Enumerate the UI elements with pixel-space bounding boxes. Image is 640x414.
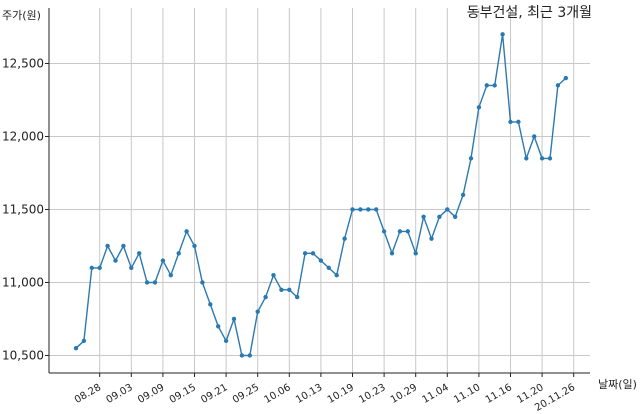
data-point bbox=[310, 251, 316, 256]
data-point bbox=[223, 338, 229, 344]
data-point bbox=[255, 309, 260, 314]
x-tick-label: 10.19 bbox=[326, 382, 356, 406]
data-point bbox=[381, 229, 387, 234]
data-point bbox=[247, 353, 252, 358]
data-point bbox=[468, 156, 474, 161]
data-point bbox=[160, 258, 166, 263]
x-tick-label: 09.15 bbox=[168, 382, 198, 406]
data-point bbox=[89, 265, 95, 271]
data-point bbox=[129, 265, 134, 271]
data-point bbox=[358, 207, 363, 212]
y-tick-label: 11,500 bbox=[2, 202, 44, 216]
x-tick-label: 11.16 bbox=[484, 382, 514, 406]
data-point bbox=[326, 265, 331, 271]
data-point bbox=[492, 83, 497, 88]
data-point bbox=[547, 156, 553, 161]
x-tick-label: 08.28 bbox=[73, 382, 103, 406]
data-point bbox=[302, 251, 308, 256]
y-tick-label: 11,000 bbox=[2, 275, 44, 289]
data-point bbox=[389, 251, 395, 256]
data-point bbox=[279, 287, 284, 292]
data-point bbox=[460, 192, 466, 198]
series bbox=[73, 32, 568, 358]
data-point bbox=[397, 229, 403, 234]
x-tick-label: 10.29 bbox=[389, 382, 419, 406]
x-axis-label: 날짜(일) bbox=[598, 377, 637, 391]
data-point bbox=[208, 302, 213, 307]
data-point bbox=[334, 272, 339, 278]
data-point bbox=[184, 229, 189, 234]
data-point bbox=[192, 243, 197, 249]
data-point bbox=[318, 258, 324, 263]
data-point bbox=[437, 214, 442, 219]
data-point bbox=[73, 345, 79, 351]
data-point bbox=[137, 251, 142, 256]
x-tick-label: 09.09 bbox=[136, 382, 166, 406]
data-point bbox=[263, 294, 268, 300]
data-point bbox=[524, 156, 529, 161]
data-point bbox=[421, 214, 426, 219]
chart-title: 동부건설, 최근 3개월 bbox=[467, 5, 592, 21]
data-point bbox=[453, 214, 458, 219]
data-point bbox=[413, 251, 418, 256]
data-point bbox=[555, 83, 561, 88]
data-point bbox=[374, 207, 379, 212]
y-tick-label: 12,500 bbox=[2, 56, 44, 70]
data-point bbox=[97, 265, 102, 271]
data-point bbox=[405, 229, 410, 234]
x-ticks: 08.28 09.03 09.09 09.15 09.21 09.25 10.06 10.13… bbox=[73, 373, 577, 414]
data-point bbox=[563, 75, 568, 81]
x-tick-label: 11.10 bbox=[452, 382, 482, 406]
x-tick-label: 09.25 bbox=[231, 382, 261, 406]
data-point bbox=[200, 280, 205, 285]
data-point bbox=[445, 207, 450, 212]
data-point bbox=[121, 243, 126, 249]
data-point bbox=[216, 324, 221, 329]
y-tick-label: 12,000 bbox=[2, 129, 44, 143]
data-point bbox=[176, 251, 181, 256]
x-tick-label: 10.13 bbox=[294, 382, 324, 406]
data-point bbox=[168, 272, 173, 278]
data-point bbox=[366, 207, 371, 212]
data-point bbox=[105, 243, 110, 249]
data-point bbox=[239, 353, 245, 358]
y-axis-label: 주가(원) bbox=[2, 9, 41, 22]
x-tick-label: 10.06 bbox=[262, 382, 292, 406]
data-point bbox=[429, 236, 434, 241]
x-tick-label: 09.03 bbox=[104, 382, 134, 406]
y-ticks: 10,500 11,000 11,500 12,000 12,500 bbox=[2, 56, 49, 362]
data-point bbox=[350, 207, 355, 212]
data-point bbox=[516, 119, 521, 125]
x-tick-label: 11.04 bbox=[420, 382, 450, 406]
axes bbox=[48, 8, 590, 374]
data-point bbox=[539, 156, 545, 161]
data-point bbox=[152, 280, 158, 285]
data-point bbox=[113, 258, 118, 263]
data-point bbox=[532, 134, 537, 139]
data-point bbox=[271, 272, 276, 278]
grid bbox=[49, 8, 590, 373]
data-point bbox=[500, 32, 505, 37]
x-tick-label: 10.23 bbox=[357, 382, 387, 406]
data-point bbox=[295, 294, 300, 300]
data-point bbox=[231, 316, 237, 322]
data-point bbox=[342, 236, 347, 241]
data-point bbox=[484, 83, 489, 88]
data-point bbox=[81, 338, 87, 344]
data-point bbox=[144, 280, 150, 285]
data-point bbox=[476, 105, 482, 110]
x-tick-label: 09.21 bbox=[199, 382, 229, 406]
data-point bbox=[287, 287, 292, 292]
y-tick-label: 10,500 bbox=[2, 348, 44, 362]
data-point bbox=[508, 119, 513, 125]
